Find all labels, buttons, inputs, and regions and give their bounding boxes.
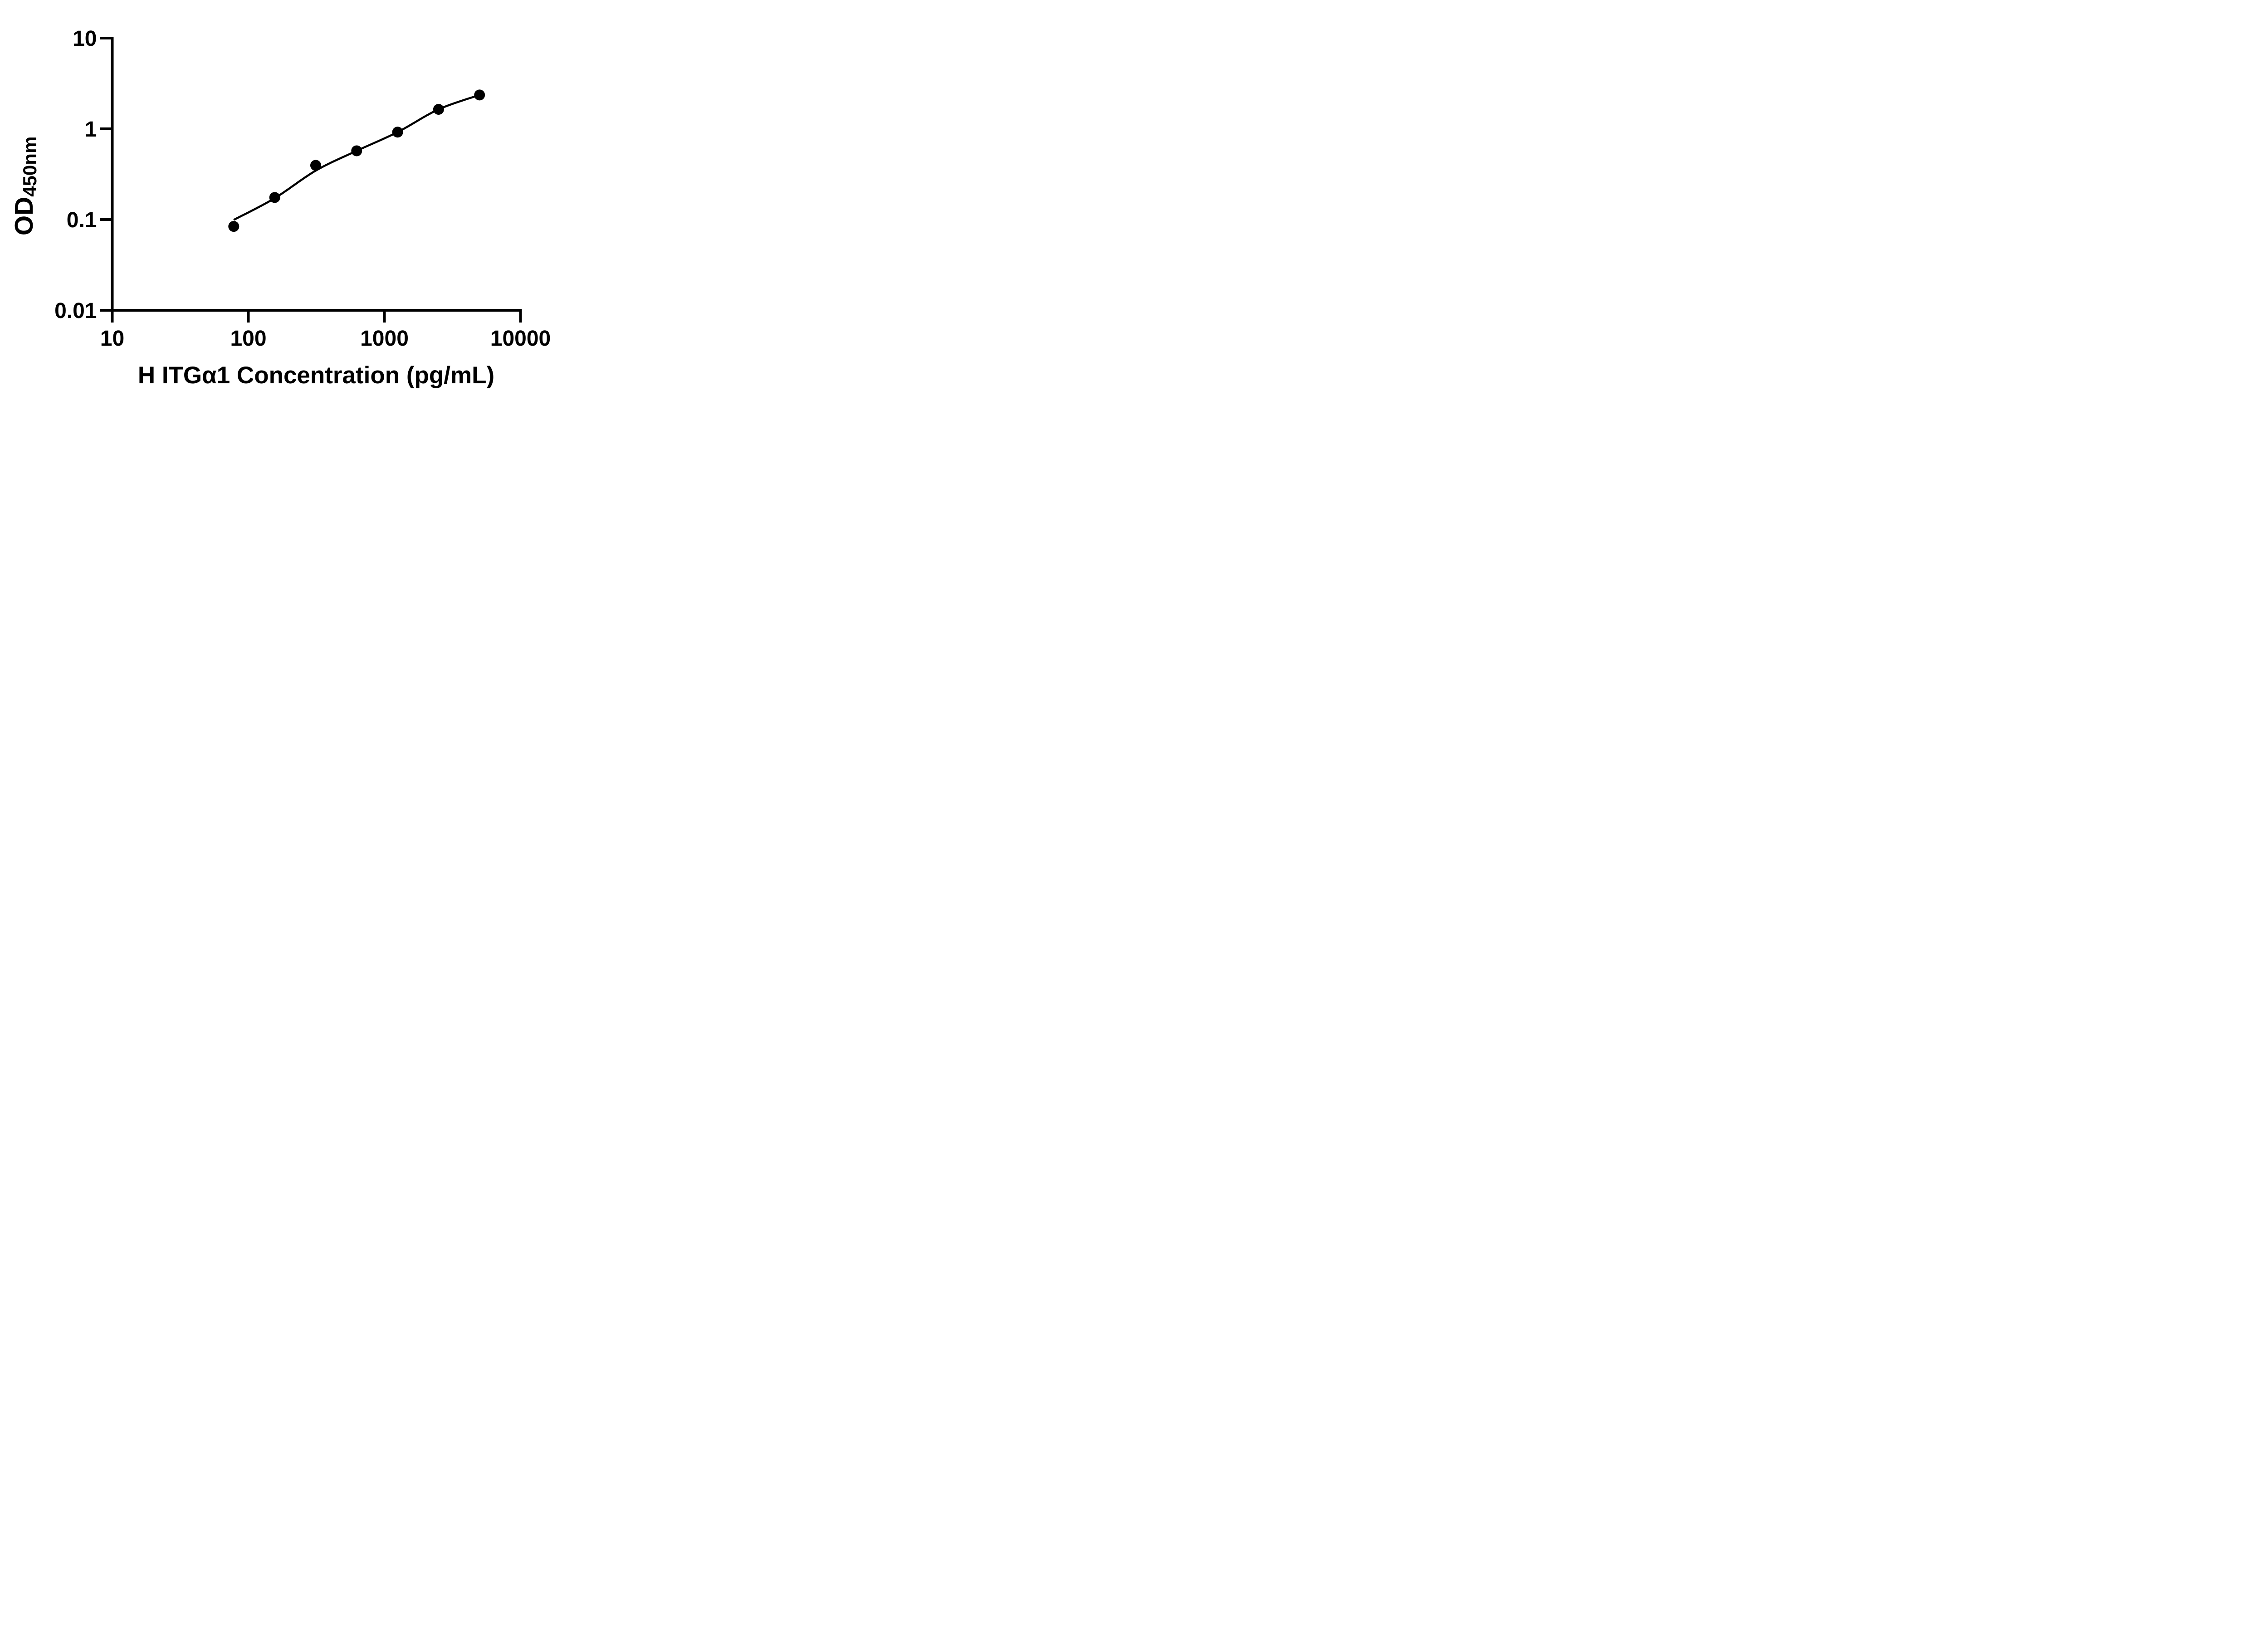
data-point [310, 160, 321, 171]
y-tick-label: 0.1 [67, 208, 97, 232]
x-tick-label: 10000 [490, 327, 551, 351]
x-tick-label: 10 [100, 327, 124, 351]
elisa-standard-curve-figure: 10 1 0.1 0.01 10 100 1000 10000 H ITGα1 Concent… [0, 0, 583, 408]
y-axis-title: OD450nm [10, 137, 40, 236]
data-point [433, 104, 444, 115]
plot-layer [228, 89, 485, 232]
y-tick-label: 1 [85, 117, 97, 142]
y-tick-label: 0.01 [54, 299, 97, 323]
data-point [351, 145, 362, 156]
y-axis-title-main: OD [10, 197, 39, 236]
x-axis-title: H ITGα1 Concentration (pg/mL) [138, 362, 494, 389]
y-tick-label: 10 [73, 27, 97, 51]
x-tick-label: 1000 [360, 327, 409, 351]
data-point [474, 89, 485, 101]
data-point [228, 221, 240, 232]
data-point [269, 192, 280, 203]
data-point [392, 127, 403, 138]
y-axis-title-subscript: 450nm [19, 137, 40, 197]
axes-layer [111, 37, 522, 312]
x-tick-label: 100 [230, 327, 266, 351]
